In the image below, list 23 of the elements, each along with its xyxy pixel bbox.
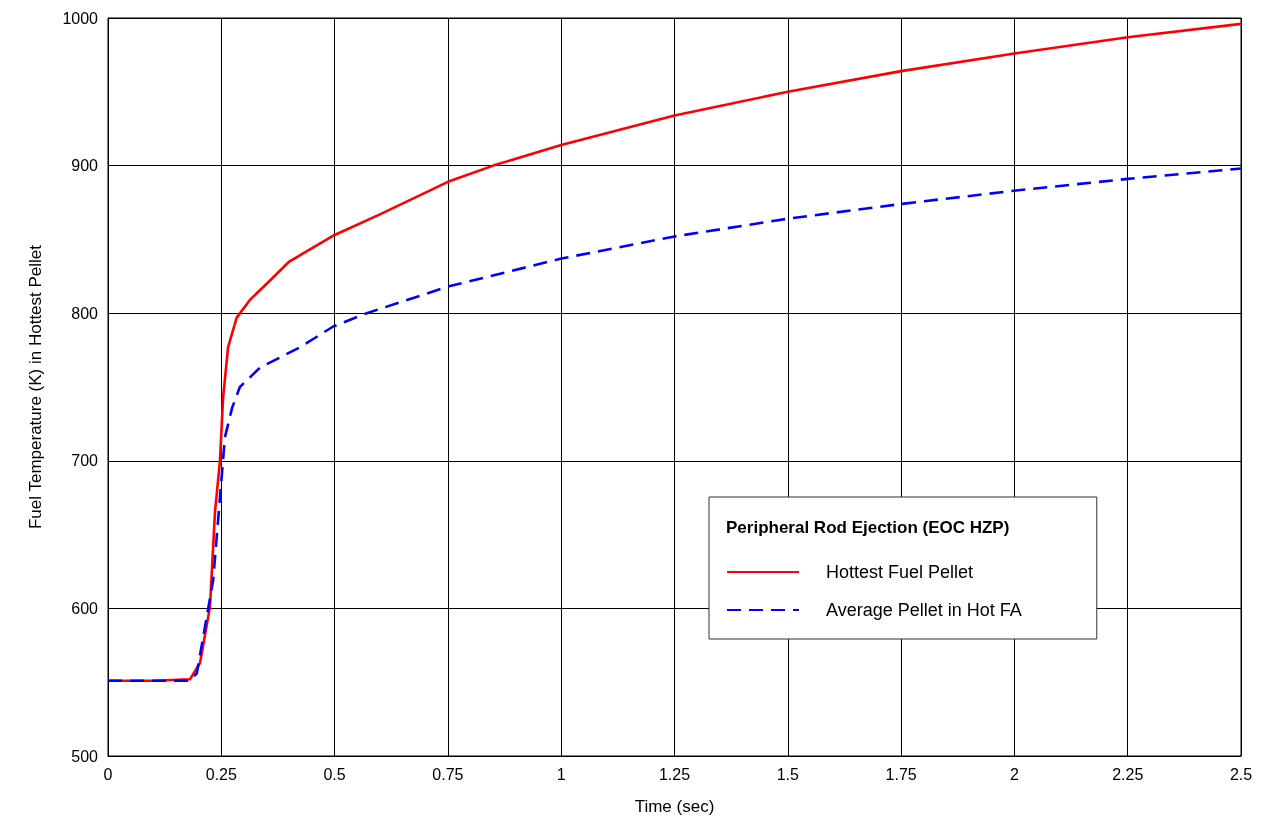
- x-tick-label: 0.75: [432, 765, 464, 783]
- y-tick-label: 500: [71, 747, 99, 765]
- x-axis-title: Time (sec): [634, 797, 715, 816]
- line-series: [106, 167, 1243, 683]
- x-tick-label: 1.75: [885, 765, 917, 783]
- x-tick-label: 1.25: [658, 765, 691, 783]
- x-tick-label: 0.25: [205, 765, 237, 783]
- y-axis-title: Fuel Temperature (K) in Hottest Pellet: [26, 244, 45, 530]
- y-tick-label: 900: [71, 157, 99, 175]
- y-tick-label: 700: [71, 452, 99, 470]
- y-tick-label: 800: [71, 304, 99, 322]
- y-tick-label: 600: [71, 599, 99, 617]
- x-tick-label: 2: [1009, 765, 1019, 783]
- x-tick-label: 2.25: [1112, 765, 1144, 783]
- x-tick-label: 2.5: [1229, 765, 1253, 783]
- legend-label: Hottest Fuel Pellet: [826, 562, 974, 582]
- x-tick-label: 1.5: [776, 765, 800, 783]
- x-tick-label: 0.5: [323, 765, 346, 783]
- y-tick-label: 1000: [62, 9, 99, 27]
- x-tick-label: 0: [103, 765, 113, 783]
- legend-title: Peripheral Rod Ejection (EOC HZP): [726, 518, 1010, 537]
- legend-label: Average Pellet in Hot FA: [826, 600, 1022, 620]
- x-tick-label: 1: [556, 765, 566, 783]
